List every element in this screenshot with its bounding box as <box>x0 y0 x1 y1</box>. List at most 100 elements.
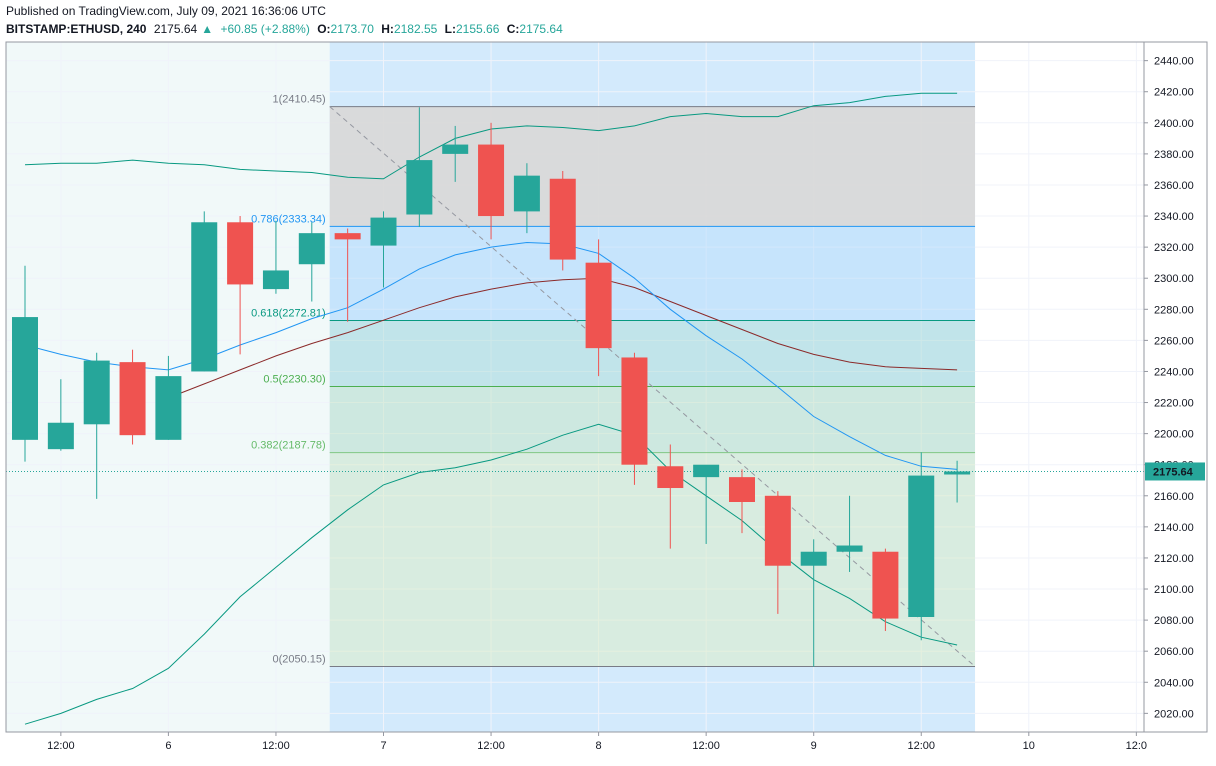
candle <box>513 163 540 234</box>
price-tick-label: 2080.00 <box>1154 615 1194 627</box>
price-tick-label: 2220.00 <box>1154 398 1194 410</box>
candle-body <box>334 233 361 240</box>
candle <box>12 265 38 462</box>
fib-zone <box>329 320 976 387</box>
candle-body <box>549 178 576 260</box>
fib-zone <box>329 452 976 667</box>
fib-level-label: 0.382(2187.78) <box>251 440 326 452</box>
price-tick-label: 2040.00 <box>1154 677 1194 689</box>
candle <box>370 211 397 288</box>
time-tick-label: 12:00 <box>692 740 720 752</box>
price-tick-label: 2340.00 <box>1154 211 1194 223</box>
price-tick-label: 2140.00 <box>1154 522 1194 534</box>
candle <box>585 239 612 377</box>
bollinger-lower-line <box>24 423 958 725</box>
moving-average-line <box>24 241 958 470</box>
candle-body <box>764 495 791 566</box>
candle-body <box>657 466 684 489</box>
candle <box>119 349 146 445</box>
time-tick-label: 12:00 <box>47 740 75 752</box>
time-tick-label: 9 <box>811 740 817 752</box>
fib-level-label: 0.5(2230.30) <box>263 374 325 386</box>
candle-body <box>155 376 182 440</box>
candle-body <box>119 362 146 436</box>
candle <box>549 170 576 271</box>
price-tick-label: 2440.00 <box>1154 56 1194 68</box>
candle-body <box>442 144 469 154</box>
price-axis: 2020.00 2040.00 2060.00 2080.00 2100.00 2120.… <box>1144 56 1205 720</box>
fib-trend-line <box>329 106 976 667</box>
candle <box>621 352 648 485</box>
candle <box>155 355 182 440</box>
candle-body <box>406 160 433 215</box>
candle <box>729 469 755 534</box>
price-tick-label: 2200.00 <box>1154 429 1194 441</box>
close-value: 2175.64 <box>519 22 563 36</box>
price-tick-label: 2240.00 <box>1154 366 1194 378</box>
price-tick-label: 2060.00 <box>1154 646 1194 658</box>
fib-level-label: 0.618(2272.81) <box>251 307 326 319</box>
up-arrow-icon: ▲ <box>201 22 214 36</box>
last-price-badge-label: 2175.64 <box>1153 466 1194 478</box>
symbol-ohlc-line: BITSTAMP:ETHUSD, 240 2175.64 ▲ +60.85 (+2… <box>6 22 567 36</box>
time-tick-label: 10 <box>1023 740 1035 752</box>
fibonacci-retracement: 1(2410.45) 0.786(2333.34) 0.618(2272.81) 0.… <box>251 94 976 667</box>
open-value: 2173.70 <box>330 22 374 36</box>
candle <box>836 495 863 572</box>
price-tick-label: 2380.00 <box>1154 149 1194 161</box>
high-label: H: <box>381 22 394 36</box>
candle <box>478 122 505 240</box>
chart-border <box>5 41 1208 733</box>
candle-body <box>478 144 505 217</box>
candle-body <box>513 175 540 212</box>
fib-level-label: 1(2410.45) <box>273 94 326 106</box>
price-tick-label: 2120.00 <box>1154 553 1194 565</box>
candle <box>657 444 684 549</box>
price-tick-label: 2400.00 <box>1154 118 1194 130</box>
candle <box>227 216 254 355</box>
published-line: Published on TradingView.com, July 09, 2… <box>6 4 326 18</box>
time-tick-label: 8 <box>596 740 602 752</box>
candle <box>298 222 325 302</box>
time-tick-label: 12:00 <box>907 740 935 752</box>
price-tick-label: 2160.00 <box>1154 491 1194 503</box>
open-label: O: <box>317 22 331 36</box>
time-tick-label: 12:00 <box>262 740 290 752</box>
candle-body <box>370 217 397 246</box>
candle <box>334 228 361 322</box>
candles <box>12 107 971 667</box>
time-tick-label: 12:0 <box>1126 740 1147 752</box>
price-tick-label: 2300.00 <box>1154 273 1194 285</box>
candle-body <box>47 422 74 450</box>
candle <box>262 220 289 294</box>
price-tick-label: 2320.00 <box>1154 242 1194 254</box>
fib-level-label: 0.786(2333.34) <box>251 213 326 225</box>
candle <box>908 452 935 641</box>
candle <box>944 460 971 503</box>
bollinger-basis-line <box>168 277 958 399</box>
last-price-badge <box>1145 462 1205 481</box>
candle-body <box>944 471 971 475</box>
chart-frame <box>5 41 1208 733</box>
candle-body <box>621 357 648 465</box>
candle-body <box>227 222 254 285</box>
low-value: 2155.66 <box>456 22 500 36</box>
last-price-value: 2175.64 <box>153 22 198 36</box>
change-value: +60.85 (+2.88%) <box>220 22 310 36</box>
candle-body <box>693 464 720 478</box>
candle-body <box>191 222 218 372</box>
candle-body <box>908 475 935 617</box>
low-label: L: <box>444 22 456 36</box>
time-axis: 12:00 6 12:00 7 12:00 8 12:00 9 12:00 10 12:0 <box>47 732 1147 752</box>
candle-body <box>585 262 612 349</box>
candle-body <box>872 551 899 619</box>
price-tick-label: 2420.00 <box>1154 87 1194 99</box>
close-label: C: <box>506 22 520 36</box>
symbol-label: BITSTAMP:ETHUSD, 240 <box>6 22 147 36</box>
price-tick-label: 2360.00 <box>1154 180 1194 192</box>
candle-body <box>12 317 38 440</box>
candle <box>47 379 74 451</box>
candle-body <box>836 545 863 552</box>
price-tick-label: 2100.00 <box>1154 584 1194 596</box>
